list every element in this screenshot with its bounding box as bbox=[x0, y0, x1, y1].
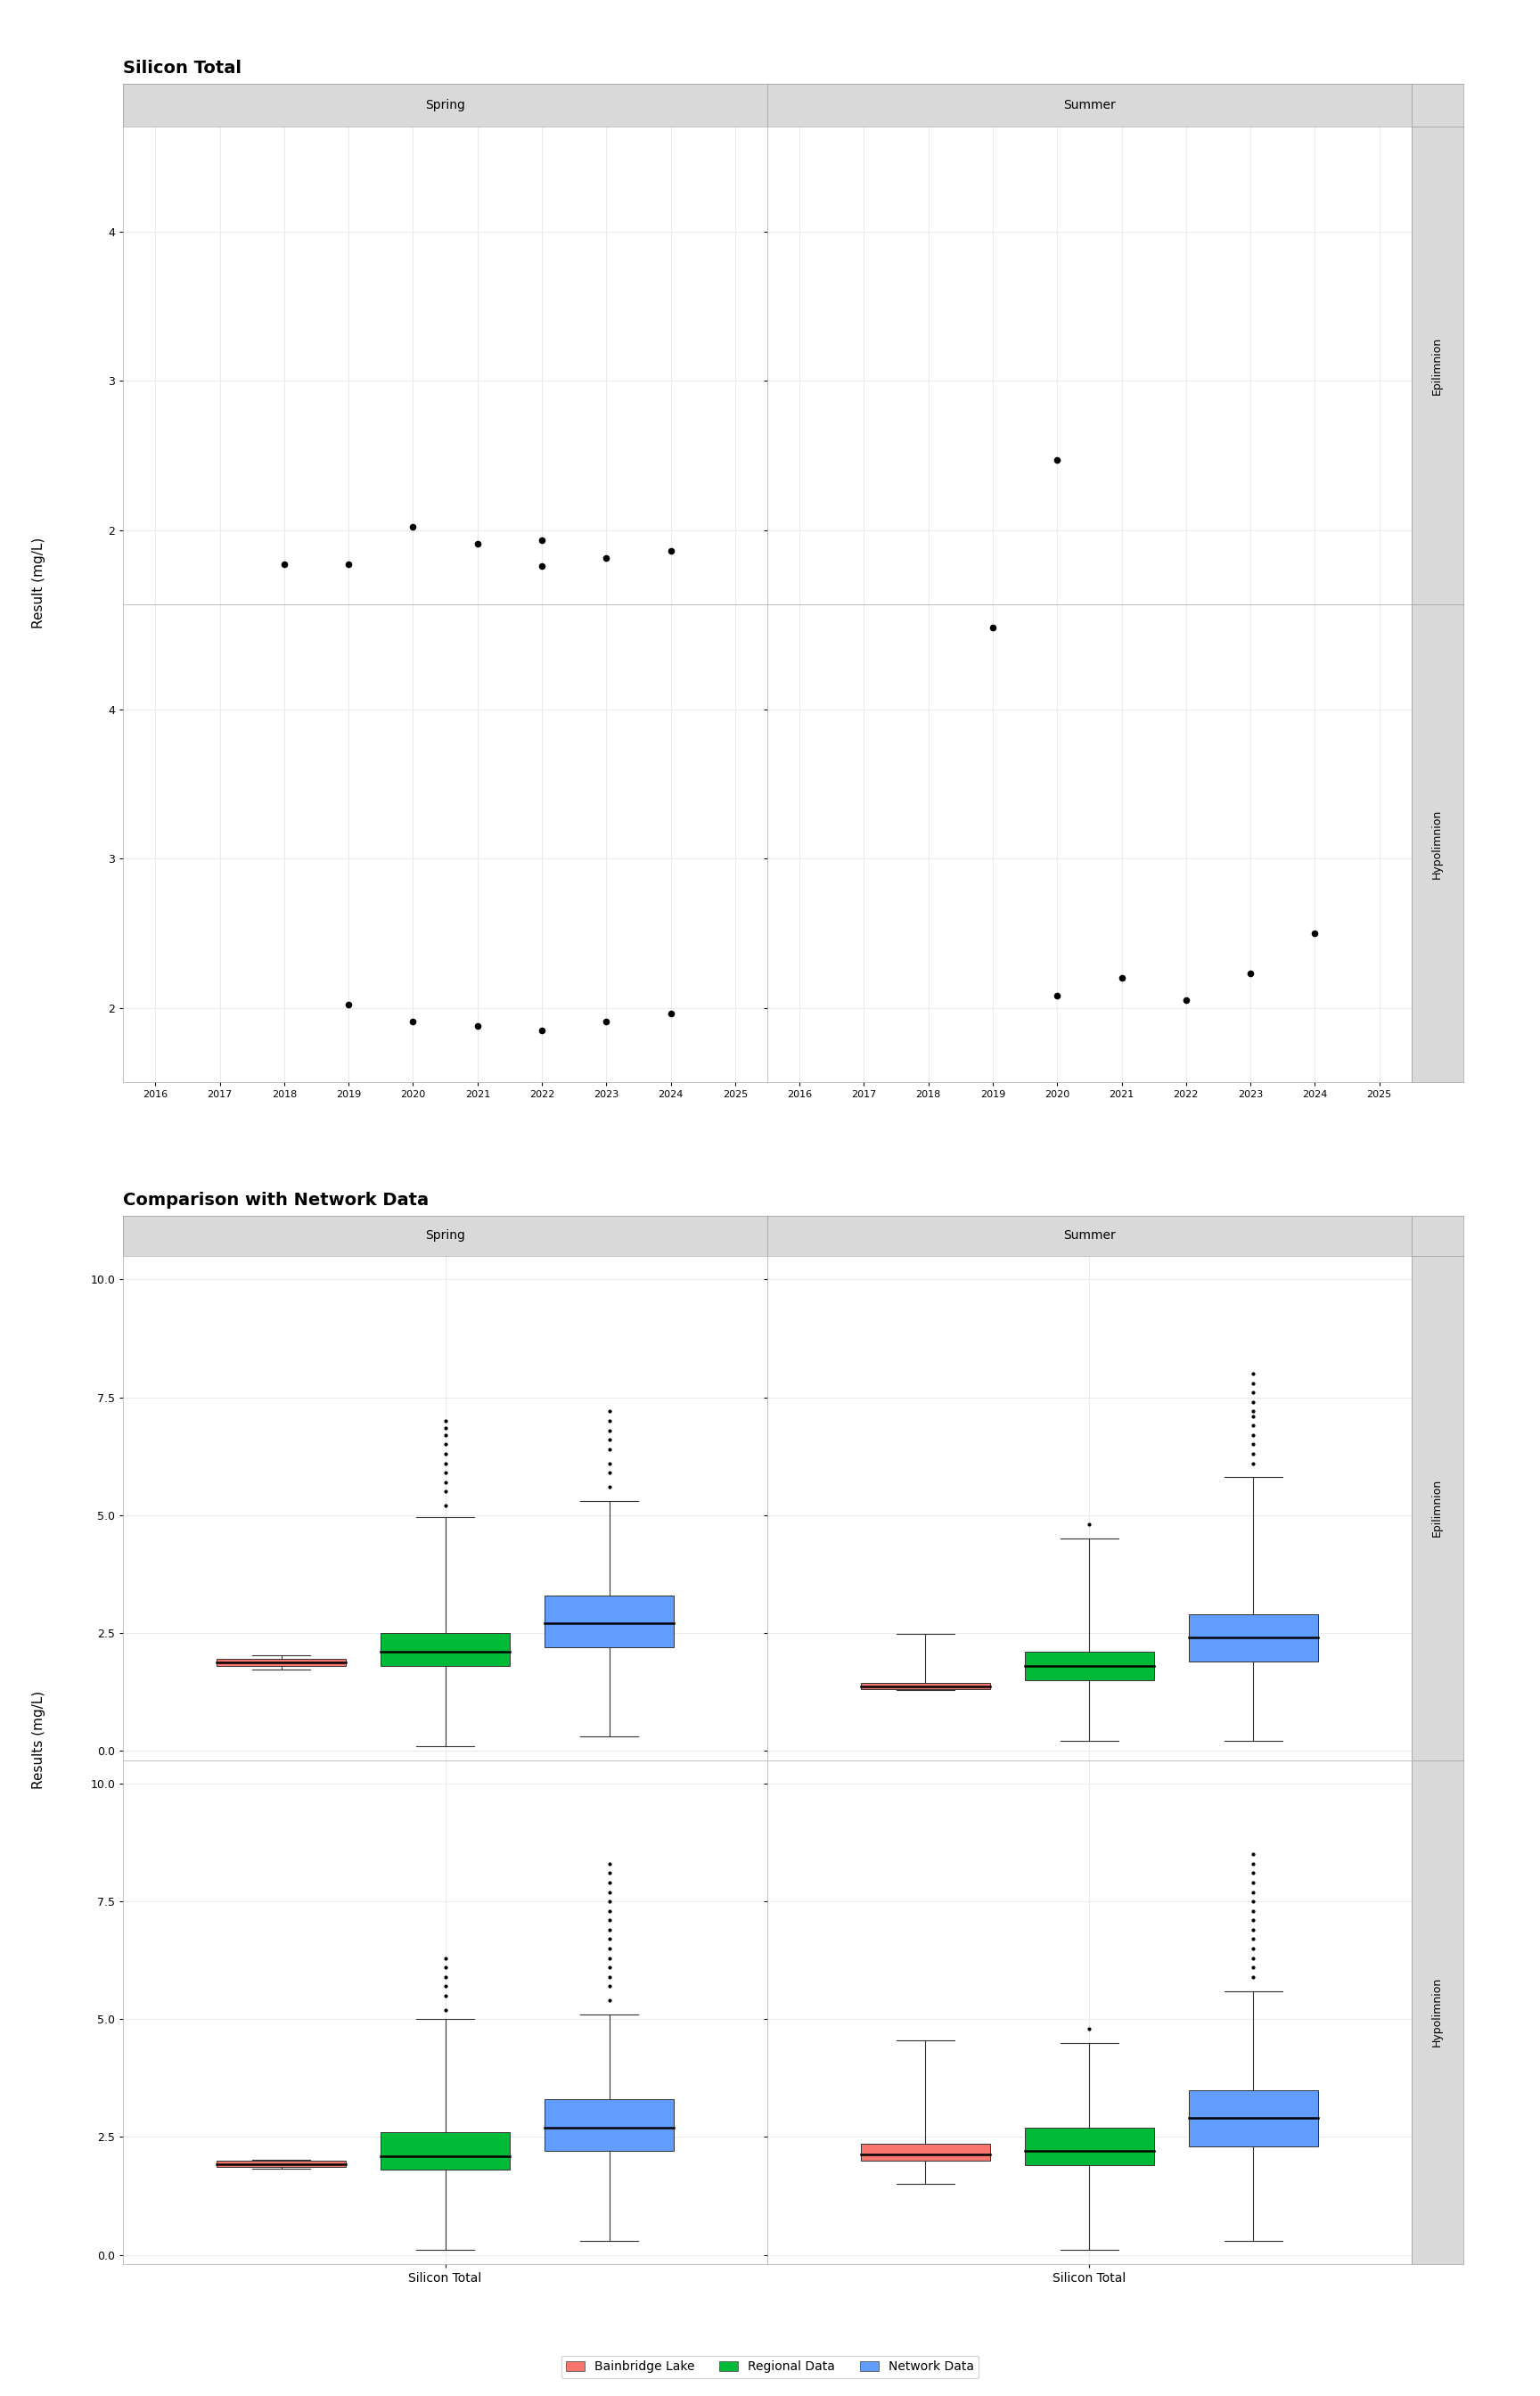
Point bbox=[1044, 978, 1069, 1016]
Point bbox=[1303, 597, 1327, 635]
Point bbox=[594, 539, 619, 577]
Point bbox=[530, 1011, 554, 1049]
Point bbox=[594, 1002, 619, 1040]
Bar bbox=[380, 1632, 510, 1665]
Point bbox=[400, 508, 425, 546]
Text: Summer: Summer bbox=[1063, 98, 1115, 113]
Text: Silicon Total: Silicon Total bbox=[123, 60, 242, 77]
Text: Comparison with Network Data: Comparison with Network Data bbox=[123, 1191, 430, 1208]
Bar bbox=[1026, 2128, 1153, 2166]
Text: Result (mg/L): Result (mg/L) bbox=[32, 537, 45, 628]
Bar bbox=[861, 2144, 990, 2161]
Text: Results (mg/L): Results (mg/L) bbox=[32, 1692, 45, 1790]
Bar bbox=[1189, 1615, 1318, 1660]
Bar bbox=[1026, 1651, 1153, 1680]
Text: Hypolimnion: Hypolimnion bbox=[1432, 1977, 1443, 2046]
Legend: Bainbridge Lake, Regional Data, Network Data: Bainbridge Lake, Regional Data, Network … bbox=[561, 2355, 979, 2377]
Point bbox=[1303, 913, 1327, 951]
Point bbox=[400, 1002, 425, 1040]
Text: Summer: Summer bbox=[1063, 1229, 1115, 1241]
Text: Spring: Spring bbox=[425, 98, 465, 113]
Point bbox=[336, 985, 360, 1023]
Bar bbox=[545, 2099, 673, 2152]
Point bbox=[1109, 618, 1133, 657]
Bar bbox=[545, 1596, 673, 1646]
Point bbox=[981, 609, 1006, 647]
Point bbox=[659, 994, 684, 1033]
Bar bbox=[380, 2132, 510, 2171]
Point bbox=[273, 546, 297, 585]
Point bbox=[530, 522, 554, 561]
Point bbox=[1173, 982, 1198, 1021]
Bar bbox=[861, 1682, 990, 1689]
Point bbox=[1044, 441, 1069, 479]
Point bbox=[336, 546, 360, 585]
Point bbox=[465, 525, 490, 563]
Point bbox=[1173, 592, 1198, 630]
Text: Epilimnion: Epilimnion bbox=[1432, 338, 1443, 395]
Point bbox=[1238, 954, 1263, 992]
Bar bbox=[217, 1658, 345, 1665]
Bar bbox=[217, 2161, 345, 2166]
Point bbox=[659, 532, 684, 570]
Point bbox=[530, 546, 554, 585]
Point bbox=[1109, 958, 1133, 997]
Text: Epilimnion: Epilimnion bbox=[1432, 1478, 1443, 1538]
Point bbox=[1238, 616, 1263, 654]
Point bbox=[465, 1006, 490, 1045]
Text: Spring: Spring bbox=[425, 1229, 465, 1241]
Bar bbox=[1189, 2089, 1318, 2147]
Text: Hypolimnion: Hypolimnion bbox=[1432, 810, 1443, 879]
